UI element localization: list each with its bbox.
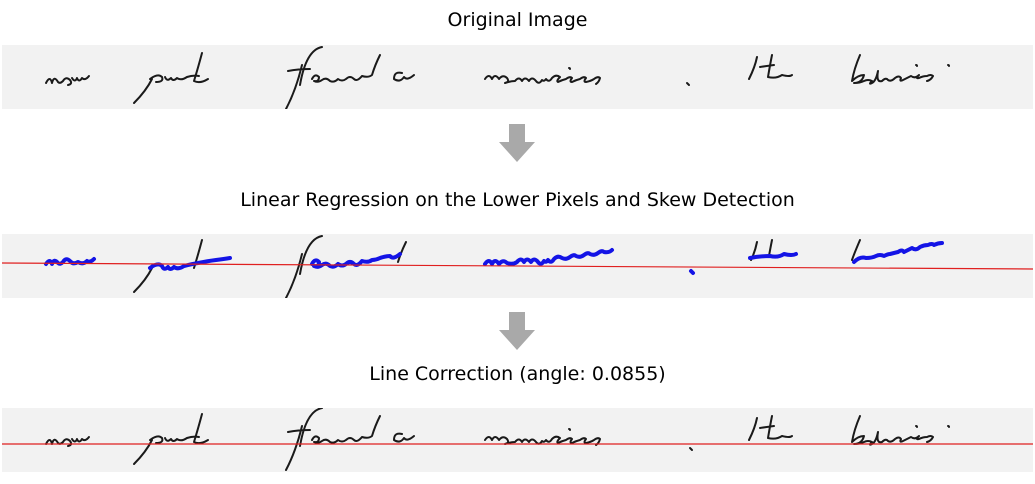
handwriting-regression <box>2 235 1033 298</box>
original-image-title: Original Image <box>447 9 588 31</box>
down-arrow-icon <box>499 312 535 350</box>
down-arrow-icon <box>499 124 535 162</box>
regression-title: Linear Regression on the Lower Pixels an… <box>240 189 795 211</box>
line-correction-title: Line Correction (angle: 0.0855) <box>369 363 666 385</box>
handwriting-original <box>45 46 950 109</box>
regression-panel <box>2 234 1033 298</box>
original-image-panel <box>2 45 1033 109</box>
handwriting-corrected <box>2 408 1033 471</box>
corrected-image-panel <box>2 408 1033 472</box>
